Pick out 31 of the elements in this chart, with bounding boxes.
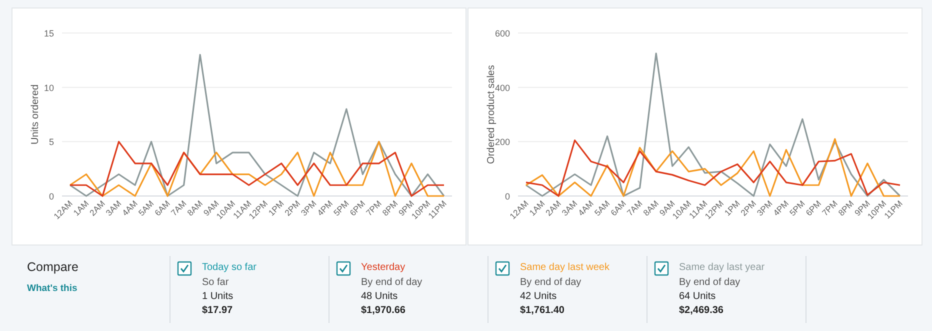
text: 42 Units: [520, 291, 557, 302]
text: 48 Units: [361, 291, 398, 302]
y-tick-label: 0: [504, 192, 510, 202]
text: So far: [202, 277, 230, 288]
y-tick-label: 600: [494, 28, 510, 38]
y-tick-label: 0: [48, 192, 54, 202]
text: 1 Units: [202, 291, 234, 302]
line-series: [69, 140, 445, 197]
text: By end of day: [361, 277, 422, 288]
y-axis-title: Units ordered: [30, 84, 41, 145]
text: $1,761.40: [520, 305, 565, 316]
y-tick-label: 15: [44, 28, 54, 38]
text: $1,970.66: [361, 305, 406, 316]
text: Same day last year: [679, 262, 766, 273]
y-tick-label: 400: [494, 82, 510, 93]
y-axis-title: Ordered product sales: [486, 65, 497, 164]
y-tick-label: 10: [44, 82, 54, 93]
text: 64 Units: [679, 291, 716, 302]
text: $2,469.36: [679, 305, 724, 316]
text: Today so far: [202, 262, 258, 273]
text: By end of day: [520, 277, 582, 288]
text: $17.97: [202, 305, 234, 316]
text: What's this: [27, 283, 78, 294]
line-series: [69, 54, 445, 197]
text: Yesterday: [361, 262, 406, 273]
text: Compare: [27, 260, 78, 274]
line-series: [525, 52, 901, 197]
y-tick-label: 200: [494, 137, 510, 148]
text: Same day last week: [520, 262, 610, 273]
y-tick-label: 5: [48, 137, 54, 148]
text: By end of day: [679, 277, 740, 288]
